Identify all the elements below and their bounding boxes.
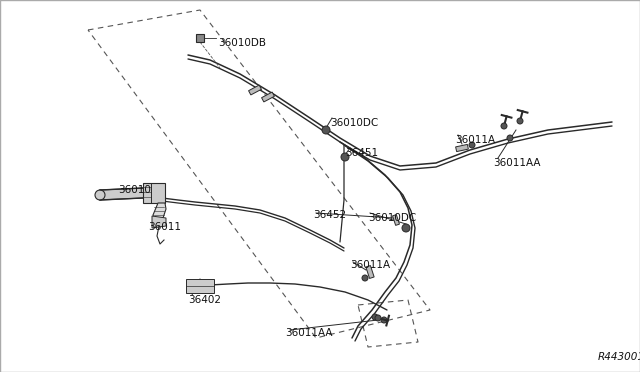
Polygon shape: [366, 266, 374, 279]
Text: 36451: 36451: [345, 148, 378, 158]
Circle shape: [95, 190, 105, 200]
Text: 36011A: 36011A: [455, 135, 495, 145]
Bar: [143, 183, 165, 203]
Text: R443001N: R443001N: [598, 352, 640, 362]
Circle shape: [362, 275, 368, 281]
Polygon shape: [100, 188, 143, 200]
Circle shape: [372, 314, 378, 320]
Text: 36010DC: 36010DC: [368, 213, 416, 223]
Circle shape: [469, 142, 475, 148]
Text: 36011: 36011: [148, 222, 181, 232]
Text: 36402: 36402: [188, 295, 221, 305]
Text: 36010DB: 36010DB: [218, 38, 266, 48]
Polygon shape: [456, 144, 468, 152]
Polygon shape: [152, 216, 166, 228]
Text: 36011A: 36011A: [350, 260, 390, 270]
Polygon shape: [153, 203, 166, 223]
Text: 36011AA: 36011AA: [285, 328, 333, 338]
Circle shape: [501, 123, 507, 129]
Circle shape: [375, 315, 381, 321]
Text: 36010DC: 36010DC: [330, 118, 378, 128]
Circle shape: [402, 224, 410, 232]
Circle shape: [322, 126, 330, 134]
Bar: [196, 34, 204, 42]
Polygon shape: [392, 215, 399, 225]
Text: 36011AA: 36011AA: [493, 158, 541, 168]
Circle shape: [517, 118, 523, 124]
Polygon shape: [262, 92, 275, 102]
Text: 36010: 36010: [118, 185, 151, 195]
Circle shape: [507, 135, 513, 141]
Text: 36452: 36452: [313, 210, 346, 220]
Circle shape: [381, 317, 387, 323]
Circle shape: [341, 153, 349, 161]
Bar: [186, 279, 214, 293]
Polygon shape: [248, 85, 261, 95]
